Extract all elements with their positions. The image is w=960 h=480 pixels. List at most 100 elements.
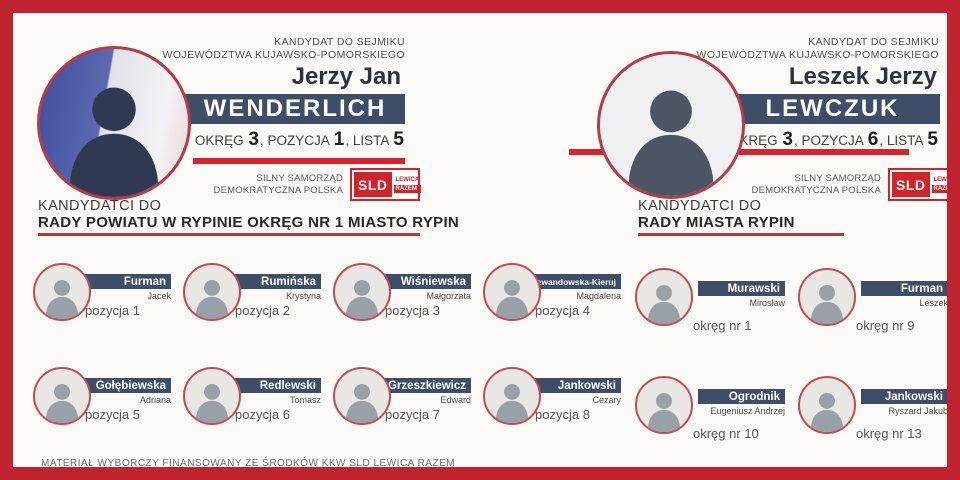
candidate-position-label: pozycja 7 [385,407,440,422]
section-title-right-line2: RADY MIASTA RYPIN [638,214,795,231]
candidate-surname-bar: LEWCZUK [725,94,940,124]
sejmik-eyebrow-line2: WOJEWÓDZTWA KUJAWSKO-POMORSKIEGO [696,49,939,61]
candidate-photo [333,367,391,425]
candidate-first-name: Jacek [147,291,171,301]
slogan: SILNY SAMORZĄD DEMOKRATYCZNA POLSKA [163,173,343,196]
candidate-surname: Furman [900,282,943,295]
candidate-photo [798,268,856,326]
list-details: OKRĘG 3, POZYCJA 1, LISTA 5 [133,129,405,151]
candidate-tile-furman-jacek: Furman Jacek pozycja 1 [33,261,185,325]
candidate-tile-murawski-miroslaw: Murawski Mirosław okręg nr 1 [635,266,787,333]
candidate-surname-bar: Furman [79,274,171,289]
funding-disclaimer: MATERIAŁ WYBORCZY FINANSOWANY ZE ŚRODKÓW… [41,458,456,469]
lista-value: 5 [927,129,938,150]
okreg-value: 3 [248,129,259,150]
candidate-first-name: Ryszard Jakub [888,406,948,416]
section-title-left-line1: KANDYDATCI DO [38,198,162,214]
candidate-photo [635,376,693,434]
sld-logo-side: LEWICA RAZEM [393,172,422,197]
candidate-surname: Ogrodnik [728,390,780,403]
candidate-tile-furman-leszek: Furman Leszek okręg nr 9 [798,266,948,333]
candidate-photo [33,263,91,321]
candidate-first-name: Leszek [919,298,948,308]
candidate-position-label: pozycja 4 [535,303,590,318]
logo-razem-text: RAZEM [393,184,422,193]
lista-value: 5 [393,129,404,150]
candidate-surname-bar: Rumińska [229,274,321,289]
pozycja-value: 1 [333,129,345,150]
candidate-position-label: pozycja 2 [235,303,290,318]
candidate-district-label: okręg nr 10 [693,426,759,441]
lista-label: , LISTA [345,133,389,148]
candidate-photo [798,376,856,434]
sejmik-eyebrow-line1: KANDYDAT DO SEJMIKU [808,36,939,48]
sejmik-eyebrow-line1: KANDYDAT DO SEJMIKU [274,36,405,48]
candidate-surname: Grzeszkiewicz [388,379,466,392]
candidate-surname-bar: Redlewski [229,378,321,393]
candidate-surname-bar: Lewandowska-Kieruj [529,274,621,289]
candidate-surname: Jankowski [884,390,943,403]
candidate-position-label: pozycja 5 [85,407,140,422]
sld-logo-side: LEWICA RAZEM [931,172,958,197]
candidate-tile-wisniewska-malgorzata: Wiśniewska Małgorzata pozycja 3 [333,261,485,325]
candidate-photo [33,367,91,425]
candidate-first-names: Jerzy Jan [291,63,401,90]
candidate-first-name: Adriana [139,395,171,405]
candidate-first-name: Małgorzata [426,291,471,301]
candidate-tile-redlewski-tomasz: Redlewski Tomasz pozycja 6 [183,365,335,429]
candidate-surname: LEWCZUK [765,95,900,122]
sld-logo-text: SLD [354,172,392,197]
candidate-surname: Rumińska [261,275,316,288]
section-underline-right [638,233,844,236]
candidate-surname: Murawski [727,282,780,295]
pozycja-label: , POZYCJA [260,133,330,148]
candidate-surname: Redlewski [259,379,316,392]
pozycja-label: , POZYCJA [794,133,864,148]
candidate-district-label: okręg nr 13 [856,426,922,441]
candidate-first-name: Edward [440,395,471,405]
candidate-photo [635,268,693,326]
candidate-district-label: okręg nr 9 [856,318,915,333]
candidate-surname: Wiśniewska [400,275,466,288]
section-underline-left [38,233,420,236]
candidate-tile-ruminska-krystyna: Rumińska Krystyna pozycja 2 [183,261,335,325]
candidate-photo [483,263,541,321]
candidate-surname: WENDERLICH [203,95,387,122]
slogan-line1: SILNY SAMORZĄD [256,173,343,184]
candidate-district-label: okręg nr 1 [693,318,752,333]
logo-lewica-text: LEWICA [933,176,958,183]
candidate-first-name: Cezary [592,395,621,405]
sld-lewica-razem-logo: SLD LEWICA RAZEM [888,168,958,201]
candidate-photo-wenderlich [37,46,191,200]
candidate-surname-bar: WENDERLICH [185,94,405,124]
candidate-first-names: Leszek Jerzy [788,63,937,90]
candidate-position-label: pozycja 1 [85,303,140,318]
candidate-position-label: pozycja 3 [385,303,440,318]
candidate-first-name: Eugeniusz Andrzej [710,406,785,416]
candidate-surname-bar: Grzeszkiewicz [379,378,471,393]
candidate-surname-bar: Jankowski [529,378,621,393]
candidate-surname-bar: Murawski [698,281,785,296]
section-title-left-line2: RADY POWIATU W RYPINIE OKRĘG NR 1 MIASTO… [38,214,460,231]
candidate-surname-bar: Furman [861,281,947,296]
candidate-first-name: Krystyna [285,291,321,301]
candidate-tile-grzeszkiewicz-edward: Grzeszkiewicz Edward pozycja 7 [333,365,485,429]
candidate-tile-jankowski-ryszard: Jankowski Ryszard Jakub okręg nr 13 [798,374,948,441]
accent-line [193,158,405,164]
candidate-surname-bar: Ogrodnik [698,389,785,404]
candidate-photo [183,263,241,321]
sld-logo-text: SLD [892,172,930,197]
sejmik-eyebrow-line2: WOJEWÓDZTWA KUJAWSKO-POMORSKIEGO [162,49,405,61]
section-title-right-line1: KANDYDATCI DO [638,198,762,214]
lista-label: , LISTA [879,133,923,148]
candidate-surname: Furman [123,275,166,288]
candidate-tile-golebiewska-adriana: Gołębiewska Adriana pozycja 5 [33,365,185,429]
slogan-line2: DEMOKRATYCZNA POLSKA [213,184,343,196]
slogan-line2: DEMOKRATYCZNA POLSKA [751,184,881,196]
candidate-first-name: Tomasz [289,395,321,405]
candidate-tile-lewandowska-kieruj-magdalena: Lewandowska-Kieruj Magdalena pozycja 4 [483,261,635,325]
candidate-surname-bar: Jankowski [861,389,947,404]
logo-lewica-text: LEWICA [395,176,420,183]
candidate-surname-bar: Gołębiewska [79,378,171,393]
